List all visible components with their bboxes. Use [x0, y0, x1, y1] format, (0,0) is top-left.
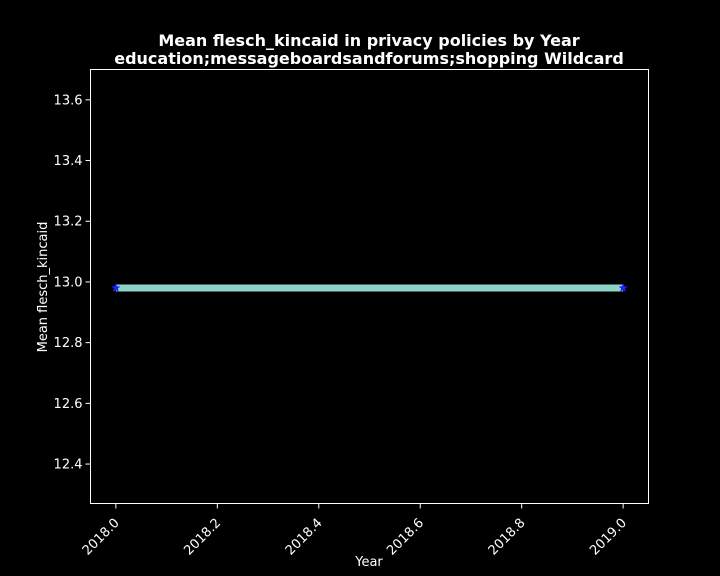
- x-axis-label: Year: [354, 555, 383, 570]
- x-tick-label: 2018.6: [384, 516, 427, 559]
- y-tick-label: 13.4: [54, 154, 83, 169]
- chart-subtitle: education;messageboardsandforums;shoppin…: [114, 49, 624, 68]
- y-tick-label: 13.6: [54, 93, 83, 108]
- y-axis-ticks: 12.4 12.6 12.8 13.0 13.2 13.4 13.6: [54, 93, 91, 473]
- x-tick-label: 2019.0: [587, 516, 630, 559]
- chart-title: Mean flesch_kincaid in privacy policies …: [158, 31, 579, 50]
- series-layer: [111, 283, 628, 292]
- y-tick-label: 12.4: [54, 458, 83, 473]
- y-tick-label: 13.2: [54, 215, 83, 230]
- data-point-star: [111, 283, 121, 292]
- y-tick-label: 12.6: [54, 397, 83, 412]
- x-tick-label: 2018.0: [80, 516, 123, 559]
- y-tick-label: 13.0: [54, 275, 83, 290]
- x-axis-ticks: 2018.0 2018.2 2018.4 2018.6 2018.8 2019.0: [80, 503, 630, 559]
- x-tick-label: 2018.8: [486, 516, 529, 559]
- x-tick-label: 2018.4: [283, 516, 326, 559]
- data-point-star: [618, 283, 628, 292]
- y-axis-label: Mean flesch_kincaid: [36, 222, 51, 353]
- x-tick-label: 2018.2: [181, 516, 224, 559]
- plot-area-frame: [90, 69, 649, 504]
- y-tick-label: 12.8: [54, 336, 83, 351]
